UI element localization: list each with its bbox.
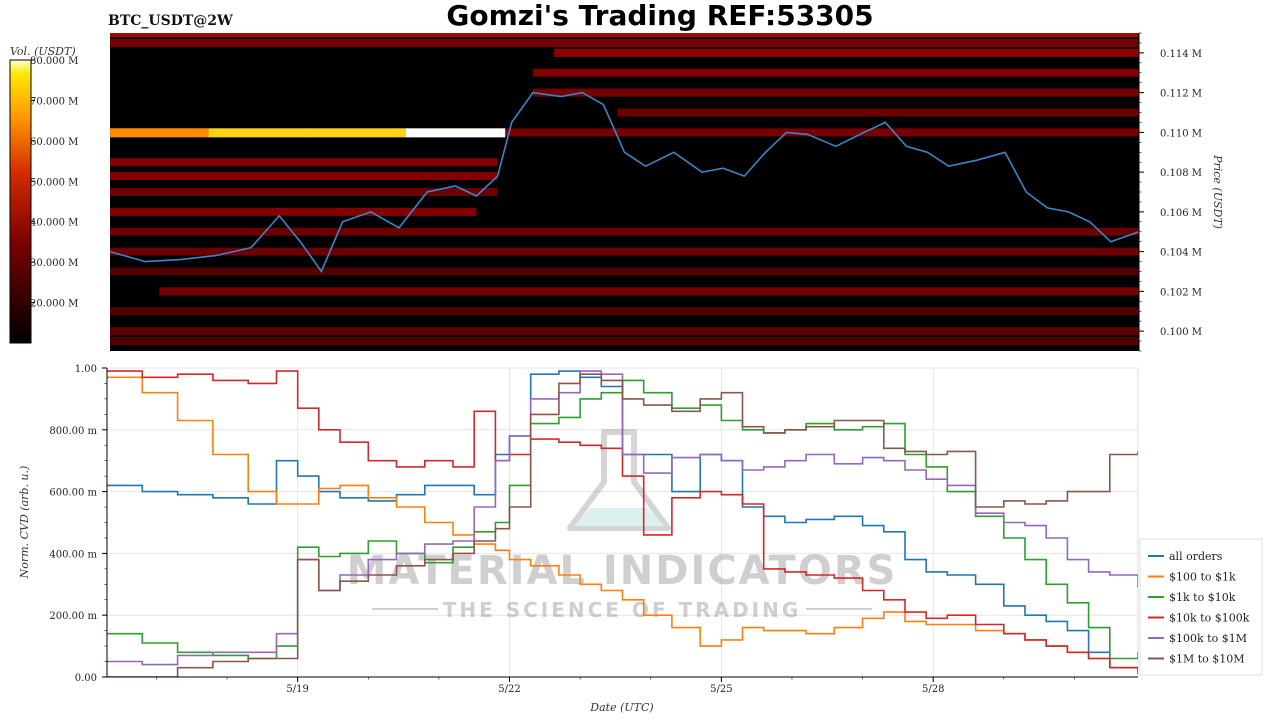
colorbar-ticks: 20.000 M 30.000 M 40.000 M 50.000 M 60.000 M… [30,56,78,310]
colorbar-tick-label: 30.000 M [30,258,78,269]
price-line-layer [110,91,1139,274]
cvd-y-tick-label: 800.00 m [49,426,97,437]
heatmap-hotspot [406,128,506,138]
chart-title: Gomzi's Trading REF:53305 [446,0,873,32]
heatmap-band [110,227,1139,236]
cvd-y-axis-label: Norm. CVD (arb. u.) [18,466,31,580]
price-tick-label: 0.114 M [1160,49,1202,60]
cvd-y-tick-label: 400.00 m [49,549,97,560]
legend-label: $10k to $100k [1169,612,1250,625]
heatmap-band [617,108,1139,117]
flask-icon [567,429,671,531]
heatmap-band [110,38,1139,47]
heatmap-band [110,327,1139,336]
colorbar-tick-label: 70.000 M [30,96,78,107]
price-axis-label: Price (USDT) [1211,154,1224,229]
colorbar-tick-label: 20.000 M [30,299,78,310]
cvd-series-line [107,376,1138,671]
cvd-x-tick-label: 5/28 [922,684,944,695]
heatmap-band [110,158,498,167]
cvd-series-line [107,370,1138,674]
colorbar-tick-label: 60.000 M [30,137,78,148]
colorbar [9,59,32,344]
heatmap-hotspot [307,128,407,138]
legend-label: $1k to $10k [1169,591,1236,604]
price-tick-label: 0.112 M [1160,89,1202,100]
heatmap-band [532,88,1139,97]
cvd-series-line [107,370,1138,671]
heatmap-bands [110,33,1139,346]
cvd-y-tick-label: 600.00 m [49,488,97,499]
heatmap-band [532,68,1139,77]
heatmap-band [110,267,1139,276]
heatmap-band [110,337,1139,346]
symbol-label: BTC_USDT@2W [108,13,233,29]
colorbar-tick-label: 80.000 M [30,56,78,67]
cvd-x-tick-label: 5/22 [498,684,520,695]
price-tick-label: 0.100 M [1160,327,1202,338]
price-axis: 0.100 M 0.102 M 0.104 M 0.106 M 0.108 M 0.110… [1138,32,1202,352]
cvd-axes: 0.00 200.00 m 400.00 m 600.00 m 800.00 m 1.00… [49,364,1138,695]
heatmap-hotspot [208,128,308,138]
price-line [110,91,1139,274]
legend-label: $100 to $1k [1169,571,1236,584]
price-tick-label: 0.104 M [1160,248,1202,259]
heatmap-hotspot [110,128,210,138]
cvd-y-tick-label: 0.00 [75,673,97,684]
heatmap-band [110,307,1139,316]
legend-box [1139,538,1263,676]
heatmap-band [110,33,1139,37]
price-tick-label: 0.110 M [1160,128,1202,139]
cvd-x-axis-label: Date (UTC) [589,701,653,714]
heatmap-band [110,207,477,216]
heatmap-band [110,172,498,181]
colorbar-label: Vol. (USDT) [10,45,76,58]
colorbar-tick-label: 40.000 M [30,218,78,229]
cvd-series-line [107,379,1138,660]
watermark: MATERIAL INDICATORS THE SCIENCE OF TRADI… [347,429,898,622]
watermark-line2: THE SCIENCE OF TRADING [443,598,802,622]
legend-label: all orders [1169,550,1223,563]
cvd-x-tick-label: 5/19 [286,684,308,695]
heatmap-band [504,128,1139,137]
watermark-line1: MATERIAL INDICATORS [347,548,898,594]
cvd-y-tick-label: 1.00 [75,364,97,375]
legend-label: $1M to $10M [1169,653,1245,666]
price-tick-label: 0.108 M [1160,168,1202,179]
heatmap-band [554,48,1139,57]
price-tick-label: 0.106 M [1160,208,1202,219]
colorbar-tick-label: 50.000 M [30,177,78,188]
cvd-series-layer [107,370,1138,677]
price-tick-label: 0.102 M [1160,287,1202,298]
heatmap-band [110,188,498,196]
cvd-y-tick-label: 200.00 m [49,611,97,622]
legend: all orders $100 to $1k $1k to $10k $10k to … [1139,538,1263,676]
legend-label: $100k to $1M [1169,632,1247,645]
heatmap-band [159,287,1139,296]
heatmap-band [110,247,1139,256]
cvd-x-tick-label: 5/25 [710,684,732,695]
cvd-series-line [107,373,1138,677]
